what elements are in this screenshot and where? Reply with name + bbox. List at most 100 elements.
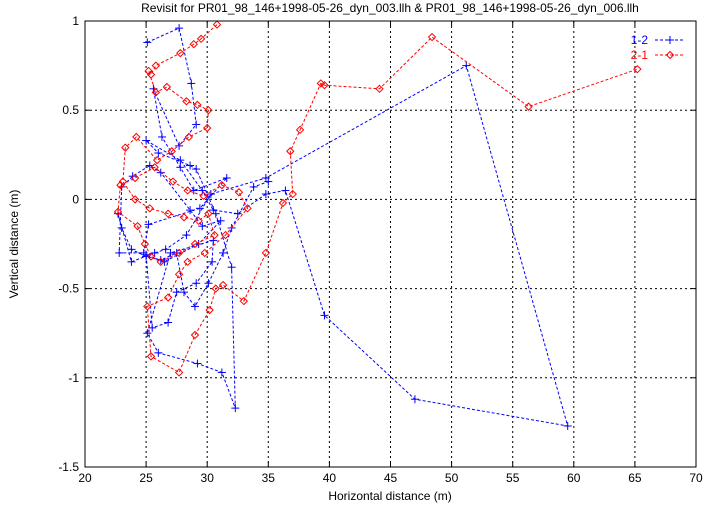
data-point <box>462 61 471 70</box>
series-2-1 <box>113 21 642 377</box>
data-point <box>174 248 184 258</box>
legend: 1-22-1 <box>631 33 685 62</box>
data-point <box>176 48 185 58</box>
data-point <box>121 143 130 152</box>
data-point <box>192 120 201 129</box>
data-point <box>524 102 533 111</box>
data-point <box>189 39 198 49</box>
x-tick-label: 40 <box>323 471 337 485</box>
data-point <box>208 257 217 266</box>
x-tick-label: 45 <box>384 471 398 485</box>
data-point <box>148 323 157 332</box>
y-tick-label: -1 <box>68 371 79 385</box>
data-point <box>193 359 202 368</box>
data-point <box>146 352 156 361</box>
x-tick-label: 50 <box>445 471 459 485</box>
data-point <box>167 147 176 156</box>
data-point <box>211 284 220 293</box>
data-point <box>130 195 140 204</box>
data-point <box>127 257 136 266</box>
data-point <box>179 213 189 222</box>
legend-label: 1-2 <box>631 33 649 47</box>
x-tick-label: 25 <box>139 471 153 485</box>
data-point <box>281 186 290 195</box>
data-point <box>410 395 419 404</box>
data-point <box>154 348 163 357</box>
data-point <box>163 293 173 302</box>
series-layer <box>113 21 642 430</box>
data-point <box>133 221 142 231</box>
series-line <box>117 24 638 374</box>
data-point <box>190 330 200 340</box>
y-tick-label: -1.5 <box>58 460 79 474</box>
tick-labels: 20 25 30 35 40 45 50 55 60 65 70 -1.5 -1 -0.5 0 0.5 1 <box>58 14 703 485</box>
data-point <box>113 207 123 217</box>
data-point <box>174 270 184 279</box>
data-point <box>204 105 213 115</box>
data-point <box>150 163 159 172</box>
data-point <box>115 248 124 257</box>
data-point <box>118 177 128 186</box>
data-point <box>243 204 252 213</box>
data-point <box>175 141 184 150</box>
data-point <box>288 189 297 199</box>
data-point <box>219 248 228 257</box>
data-point <box>182 97 191 106</box>
x-tick-label: 20 <box>78 471 92 485</box>
data-point <box>130 173 140 183</box>
data-point <box>157 132 166 141</box>
data-point <box>184 132 194 142</box>
data-point <box>233 209 242 218</box>
data-point <box>143 38 152 47</box>
data-point <box>193 100 202 110</box>
data-point <box>320 311 329 320</box>
data-point <box>154 149 163 158</box>
data-point <box>316 79 326 88</box>
data-point <box>150 248 159 257</box>
data-point <box>143 302 152 311</box>
legend-marker <box>665 50 675 60</box>
data-point <box>264 177 273 186</box>
data-point <box>190 239 200 249</box>
series-1-2 <box>113 24 572 430</box>
data-point <box>278 198 288 208</box>
data-point <box>162 82 172 92</box>
data-point <box>194 216 203 226</box>
data-point <box>239 296 249 306</box>
data-point <box>176 163 185 172</box>
y-axis-label: Vertical distance (m) <box>7 190 21 299</box>
data-point <box>216 216 225 225</box>
data-point <box>204 209 213 218</box>
data-point <box>116 180 125 190</box>
data-point <box>151 61 161 70</box>
chart-title: Revisit for PR01_98_146+1998-05-26_dyn_0… <box>141 1 639 15</box>
data-point <box>218 280 228 290</box>
data-point <box>633 64 642 74</box>
data-point <box>164 318 173 327</box>
data-point <box>209 206 218 215</box>
series-line <box>117 27 569 427</box>
data-point <box>146 252 156 261</box>
data-point <box>140 239 150 249</box>
x-tick-label: 70 <box>689 471 703 485</box>
data-point <box>143 329 152 338</box>
data-point <box>142 252 151 261</box>
data-point <box>261 190 270 199</box>
x-tick-label: 35 <box>262 471 276 485</box>
data-point <box>161 245 170 254</box>
data-point <box>563 421 572 430</box>
data-point <box>205 305 214 315</box>
data-point <box>168 177 178 186</box>
data-point <box>174 368 184 377</box>
data-point <box>202 123 212 133</box>
data-point <box>182 231 191 240</box>
data-point <box>210 230 219 240</box>
y-tick-label: 1 <box>72 14 79 28</box>
data-point <box>145 204 154 213</box>
data-point <box>152 155 162 165</box>
data-point <box>200 248 209 258</box>
data-point <box>175 24 184 33</box>
data-point <box>151 88 161 97</box>
data-point <box>234 188 244 197</box>
